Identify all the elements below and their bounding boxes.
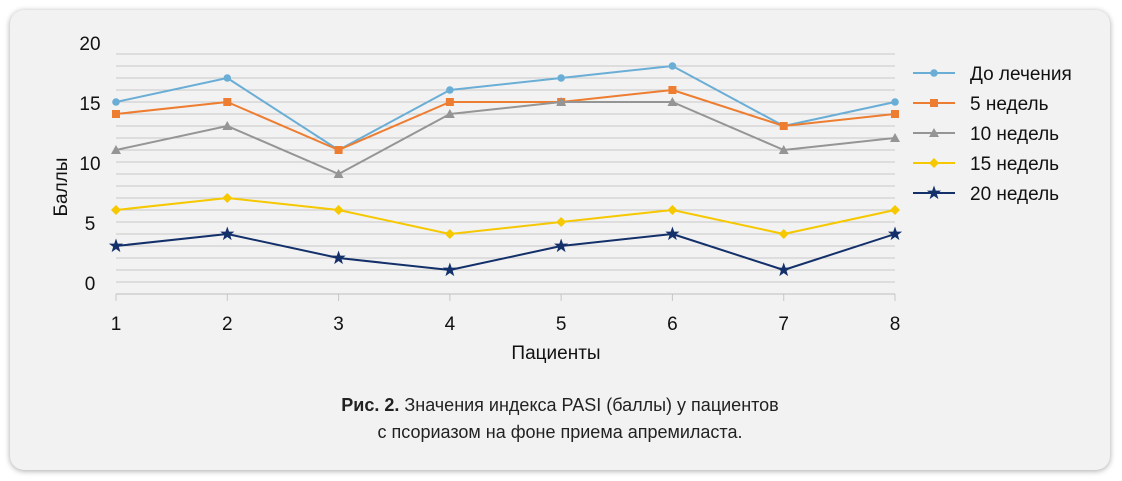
data-point [556,97,567,106]
figure-caption: Рис. 2. Значения индекса PASI (баллы) у … [10,392,1110,446]
legend: До лечения 5 недель 10 недель 15 недель 20 н… [913,64,1072,205]
data-point [668,62,677,70]
x-tick-label: 4 [445,314,456,335]
series-5 [108,226,903,277]
series-3 [111,97,900,178]
data-point [442,262,457,277]
data-point [333,169,344,178]
caption-line-2: с псориазом на фоне приема апремиласта. [377,422,743,442]
legend-label: 10 недель [970,124,1059,145]
x-tick-label: 2 [222,314,233,335]
data-point [111,205,121,215]
y-tick-label: 15 [79,94,100,115]
legend-marker [929,128,939,137]
caption-prefix: Рис. 2. [341,395,400,415]
series-line [115,197,896,235]
series-line [115,89,896,151]
series-line [115,101,896,175]
data-point [331,250,346,265]
series-4 [111,193,900,239]
legend-item: До лечения [913,64,1072,85]
data-point [444,109,455,118]
data-point [222,121,233,130]
data-point [446,86,454,94]
y-axis-title: Баллы [51,158,72,217]
x-axis-title: Пациенты [511,343,600,364]
data-point [891,98,899,106]
data-point [891,110,899,118]
data-point [223,98,232,106]
legend-label: 15 недель [970,154,1059,175]
y-tick-label: 5 [85,214,96,235]
data-point [557,74,565,82]
x-tick-labels: 1 2 3 4 5 6 7 8 [111,314,901,335]
series-line [115,65,896,151]
data-point [220,226,235,241]
data-point [778,229,789,239]
data-point [667,205,678,215]
data-point [779,122,788,130]
data-point [554,238,569,253]
data-point [108,238,124,253]
legend-marker [930,69,938,77]
x-tick-label: 8 [890,314,901,335]
x-tick-label: 6 [667,314,678,335]
y-tick-labels: 0 5 10 15 20 [79,34,100,295]
series-group [108,62,903,277]
data-point [890,205,900,215]
legend-marker [930,99,938,107]
caption-line-1: Рис. 2. Значения индекса PASI (баллы) у … [10,392,1110,419]
data-point [445,98,454,106]
legend-item: 5 недель [913,94,1049,115]
legend-label: До лечения [970,64,1072,85]
data-point [111,145,121,154]
data-point [444,229,455,239]
legend-label: 5 недель [970,94,1049,115]
data-point [112,110,120,118]
data-point [334,146,343,154]
data-point [667,97,678,106]
data-point [665,226,680,241]
y-tick-label: 20 [79,34,100,55]
legend-label: 20 недель [970,184,1059,205]
legend-item: 15 недель [913,154,1059,175]
data-point [333,205,344,215]
data-point [887,226,903,241]
data-point [776,262,791,277]
grid-lines [115,53,896,301]
x-tick-label: 5 [556,314,567,335]
x-tick-label: 1 [111,314,122,335]
legend-item: 10 недель [913,124,1059,145]
legend-item: 20 недель [913,184,1059,205]
series-2 [112,86,899,154]
x-tick-label: 3 [333,314,344,335]
figure-card [10,10,1110,470]
y-tick-label: 10 [79,154,100,175]
caption-text-1: Значения индекса PASI (баллы) у пациенто… [404,395,779,415]
x-tick-label: 7 [778,314,789,335]
data-point [778,145,789,154]
legend-marker [926,185,942,200]
data-point [222,193,233,203]
data-point [890,133,900,142]
data-point [112,98,120,106]
y-tick-label: 0 [85,274,96,295]
series-line [115,233,896,271]
data-point [223,74,232,82]
data-point [556,217,567,227]
legend-marker [929,158,939,168]
data-point [668,86,677,94]
